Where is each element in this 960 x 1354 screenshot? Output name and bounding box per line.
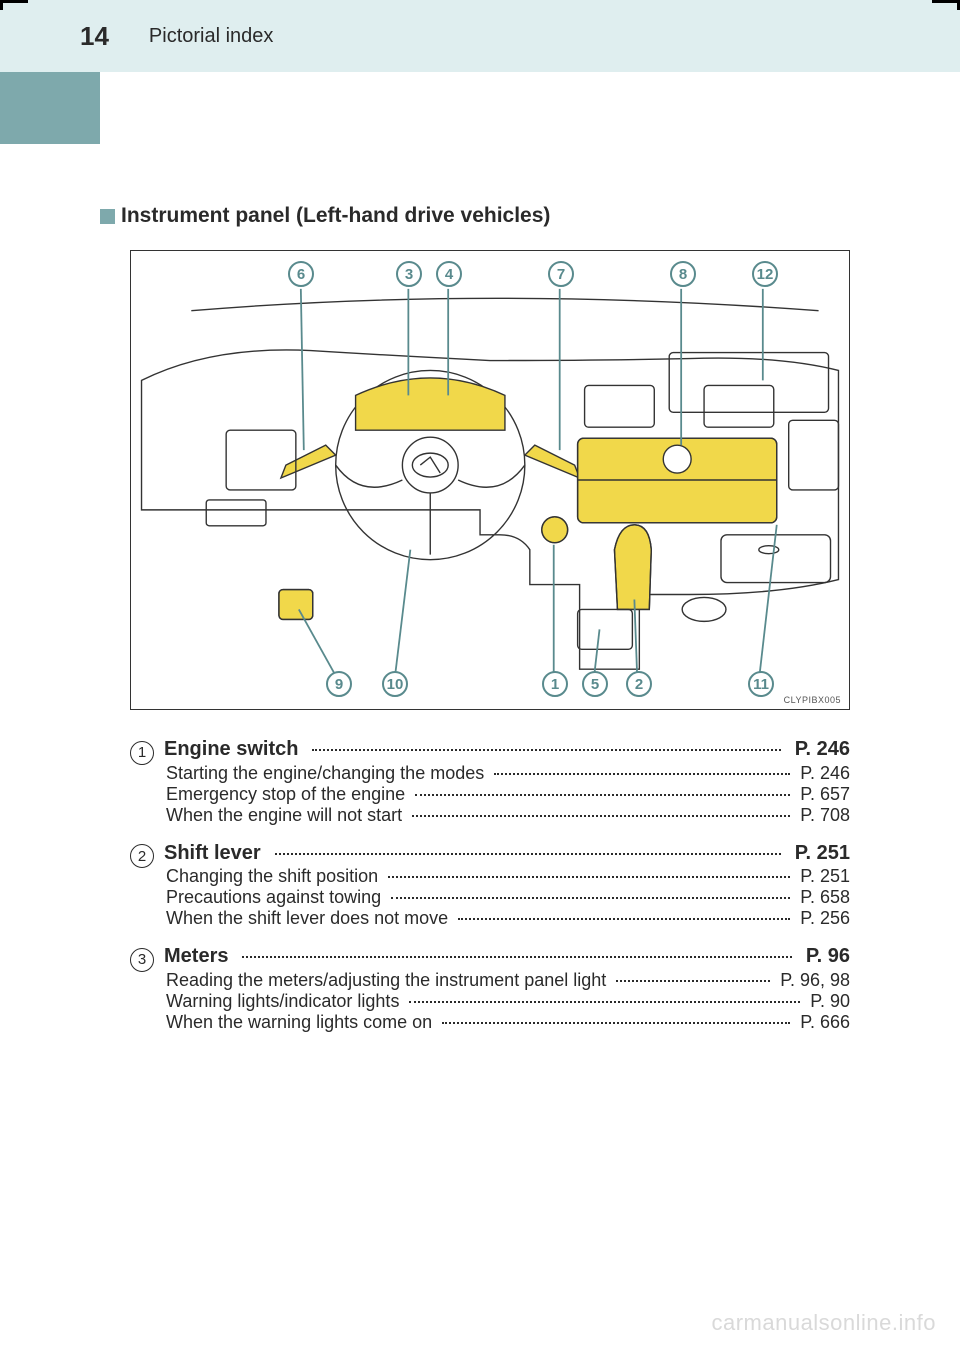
index-entry: 2Shift leverP. 251Changing the shift pos… (130, 842, 850, 930)
bullet-square (100, 209, 115, 224)
leader-dots (412, 815, 790, 817)
entry-page: P. 251 (795, 842, 850, 865)
subentry-page: P. 256 (800, 908, 850, 929)
subentry-page: P. 246 (800, 763, 850, 784)
entry-sub: When the engine will not start P. 708 (166, 805, 850, 826)
entry-main: 3 Meters P. 96 (130, 945, 850, 970)
subentry-label: Starting the engine/changing the modes (166, 763, 484, 784)
entry-sub: Changing the shift position P. 251 (166, 866, 850, 887)
entry-title: Engine switch (164, 738, 298, 761)
leader-dots (275, 853, 781, 855)
subentry-page: P. 90 (810, 991, 850, 1012)
entry-page: P. 246 (795, 738, 850, 761)
subentry-page: P. 657 (800, 784, 850, 805)
entry-sub: When the warning lights come on P. 666 (166, 1012, 850, 1033)
subentry-label: Warning lights/indicator lights (166, 991, 399, 1012)
section-name: Pictorial index (149, 25, 274, 48)
subentry-page: P. 96, 98 (780, 970, 850, 991)
entry-sub: Emergency stop of the engine P. 657 (166, 784, 850, 805)
teal-tab (0, 72, 100, 144)
callout-9: 9 (326, 671, 352, 697)
subentry-page: P. 708 (800, 805, 850, 826)
entry-number: 3 (130, 948, 154, 972)
entry-sub: Warning lights/indicator lights P. 90 (166, 991, 850, 1012)
entry-sub: When the shift lever does not move P. 256 (166, 908, 850, 929)
subentry-page: P. 251 (800, 866, 850, 887)
callout-4: 4 (436, 261, 462, 287)
leader-dots (616, 980, 770, 982)
callout-10: 10 (382, 671, 408, 697)
entry-number: 2 (130, 844, 154, 868)
subentry-page: P. 666 (800, 1012, 850, 1033)
leader-dots (312, 749, 780, 751)
entry-sub: Starting the engine/changing the modes P.… (166, 763, 850, 784)
page-number: 14 (80, 21, 109, 52)
subentry-label: Precautions against towing (166, 887, 381, 908)
subentry-label: When the engine will not start (166, 805, 402, 826)
leader-dots (415, 794, 790, 796)
entry-page: P. 96 (806, 945, 850, 968)
entry-title: Shift lever (164, 842, 261, 865)
leader-dots (494, 773, 790, 775)
subentry-label: Emergency stop of the engine (166, 784, 405, 805)
instrument-panel-figure: 6 34 7 8 12 9 10 152 11 CLYPIBX005 (130, 250, 850, 710)
subentry-label: When the warning lights come on (166, 1012, 432, 1033)
callout-8: 8 (670, 261, 696, 287)
leader-dots (242, 956, 791, 958)
leader-dots (442, 1022, 790, 1024)
callout-12: 12 (752, 261, 778, 287)
leader-dots (388, 876, 790, 878)
index-entry: 3 Meters P. 96 Reading the meters/adjusting… (130, 945, 850, 1033)
index-list: 1Engine switchP. 246Starting the engine/… (130, 738, 850, 1033)
section-title-text: Instrument panel (Left-hand drive vehicl… (121, 204, 550, 228)
callout-11: 11 (748, 671, 774, 697)
entry-sub: Precautions against towing P. 658 (166, 887, 850, 908)
index-entry: 1Engine switchP. 246Starting the engine/… (130, 738, 850, 826)
callout-7: 7 (548, 261, 574, 287)
section-title: Instrument panel (Left-hand drive vehicl… (100, 204, 880, 228)
subentry-page: P. 658 (800, 887, 850, 908)
entry-sub: Reading the meters/adjusting the instrum… (166, 970, 850, 991)
page-header: 14 Pictorial index (0, 0, 960, 72)
callout-2: 2 (626, 671, 652, 697)
leader-dots (458, 918, 790, 920)
figure-code: CLYPIBX005 (784, 695, 841, 705)
callout-1: 1 (542, 671, 568, 697)
leader-dots (391, 897, 790, 899)
callout-5: 5 (582, 671, 608, 697)
callout-6: 6 (288, 261, 314, 287)
subentry-label: When the shift lever does not move (166, 908, 448, 929)
subentry-label: Reading the meters/adjusting the instrum… (166, 970, 606, 991)
watermark: carmanualsonline.info (711, 1310, 936, 1336)
leader-dots (409, 1001, 800, 1003)
entry-main: 1 Engine switch P. 246 (130, 738, 850, 763)
subentry-label: Changing the shift position (166, 866, 378, 887)
callout-3: 3 (396, 261, 422, 287)
entry-title: Meters (164, 945, 228, 968)
entry-number: 1 (130, 741, 154, 765)
entry-main: 2 Shift lever P. 251 (130, 842, 850, 867)
